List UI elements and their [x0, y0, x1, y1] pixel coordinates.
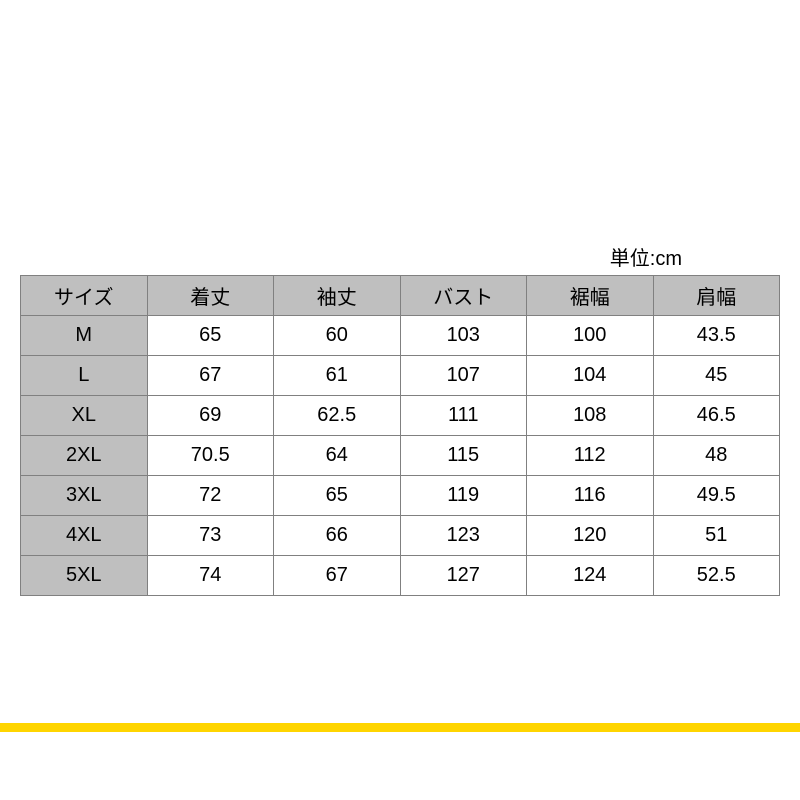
table-row: XL 69 62.5 111 108 46.5: [21, 396, 780, 436]
cell-sleeve: 66: [274, 516, 401, 556]
cell-hem: 108: [527, 396, 654, 436]
cell-length: 65: [147, 316, 274, 356]
table-header: サイズ 着丈 袖丈 バスト 裾幅 肩幅: [21, 276, 780, 316]
col-length: 着丈: [147, 276, 274, 316]
cell-bust: 111: [400, 396, 527, 436]
cell-size: 5XL: [21, 556, 148, 596]
cell-bust: 123: [400, 516, 527, 556]
cell-length: 70.5: [147, 436, 274, 476]
page: 単位:cm サイズ 着丈 袖丈 バスト 裾幅 肩幅 M 65 60 103 10…: [0, 0, 800, 800]
cell-length: 72: [147, 476, 274, 516]
cell-bust: 119: [400, 476, 527, 516]
cell-hem: 120: [527, 516, 654, 556]
cell-hem: 124: [527, 556, 654, 596]
table-body: M 65 60 103 100 43.5 L 67 61 107 104 45 …: [21, 316, 780, 596]
cell-sleeve: 64: [274, 436, 401, 476]
cell-size: XL: [21, 396, 148, 436]
cell-size: 4XL: [21, 516, 148, 556]
cell-bust: 127: [400, 556, 527, 596]
cell-size: L: [21, 356, 148, 396]
col-size: サイズ: [21, 276, 148, 316]
cell-sleeve: 65: [274, 476, 401, 516]
table-row: 5XL 74 67 127 124 52.5: [21, 556, 780, 596]
unit-label: 単位:cm: [610, 242, 682, 271]
cell-length: 73: [147, 516, 274, 556]
cell-hem: 116: [527, 476, 654, 516]
cell-hem: 112: [527, 436, 654, 476]
table-row: 3XL 72 65 119 116 49.5: [21, 476, 780, 516]
cell-length: 74: [147, 556, 274, 596]
cell-size: M: [21, 316, 148, 356]
cell-bust: 115: [400, 436, 527, 476]
accent-bar: [0, 723, 800, 732]
cell-shoulder: 48: [653, 436, 780, 476]
col-shoulder: 肩幅: [653, 276, 780, 316]
cell-bust: 107: [400, 356, 527, 396]
table-row: 2XL 70.5 64 115 112 48: [21, 436, 780, 476]
cell-shoulder: 52.5: [653, 556, 780, 596]
cell-bust: 103: [400, 316, 527, 356]
col-sleeve: 袖丈: [274, 276, 401, 316]
cell-sleeve: 62.5: [274, 396, 401, 436]
table-row: L 67 61 107 104 45: [21, 356, 780, 396]
table-header-row: サイズ 着丈 袖丈 バスト 裾幅 肩幅: [21, 276, 780, 316]
cell-length: 69: [147, 396, 274, 436]
col-bust: バスト: [400, 276, 527, 316]
cell-sleeve: 60: [274, 316, 401, 356]
size-table: サイズ 着丈 袖丈 バスト 裾幅 肩幅 M 65 60 103 100 43.5…: [20, 275, 780, 596]
cell-size: 2XL: [21, 436, 148, 476]
cell-hem: 100: [527, 316, 654, 356]
cell-sleeve: 67: [274, 556, 401, 596]
cell-shoulder: 43.5: [653, 316, 780, 356]
cell-length: 67: [147, 356, 274, 396]
cell-size: 3XL: [21, 476, 148, 516]
col-hem: 裾幅: [527, 276, 654, 316]
cell-shoulder: 51: [653, 516, 780, 556]
cell-shoulder: 45: [653, 356, 780, 396]
cell-hem: 104: [527, 356, 654, 396]
cell-shoulder: 46.5: [653, 396, 780, 436]
table-row: 4XL 73 66 123 120 51: [21, 516, 780, 556]
table-row: M 65 60 103 100 43.5: [21, 316, 780, 356]
cell-sleeve: 61: [274, 356, 401, 396]
cell-shoulder: 49.5: [653, 476, 780, 516]
